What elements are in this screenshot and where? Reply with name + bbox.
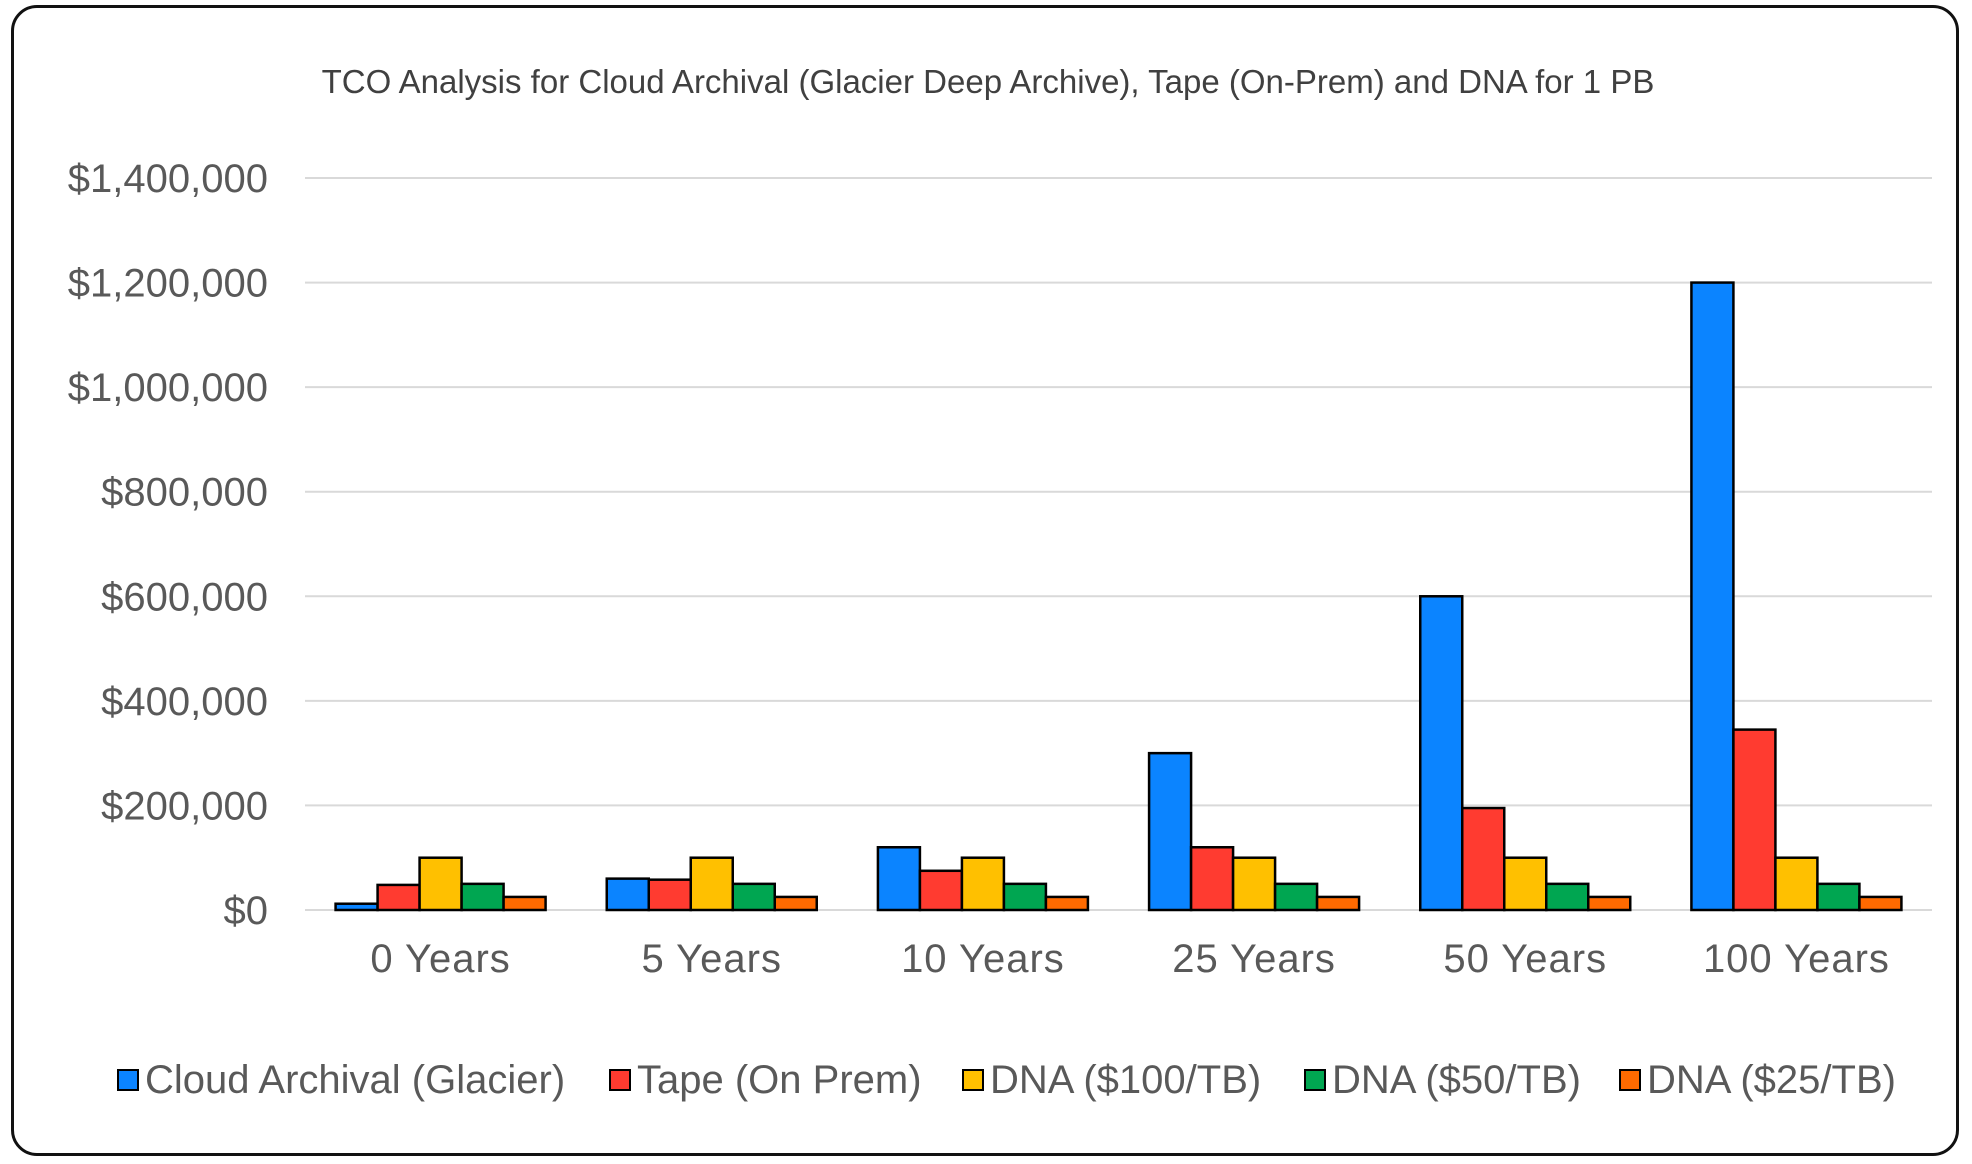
bar-tape-on-prem-2 (918, 869, 964, 912)
legend: Cloud Archival (Glacier) Tape (On Prem) DN… (117, 1058, 1896, 1102)
bar-tape-on-prem-0 (376, 883, 421, 912)
bar-dna-50-tb-2 (1002, 882, 1048, 912)
bar-dna-50-tb-4 (1545, 882, 1590, 912)
bar-dna-25-tb-1 (773, 895, 818, 912)
legend-swatch (1619, 1069, 1641, 1091)
bar-dna-100-tb-5 (1774, 856, 1819, 912)
y-tick-label: $800,000 (101, 471, 268, 515)
bar-dna-50-tb-0 (460, 882, 505, 912)
bar-dna-50-tb-5 (1816, 882, 1861, 912)
bar-tape-on-prem-3 (1189, 846, 1235, 912)
y-axis-ticks: $0 $200,000 $400,000 $600,000 $800,000 $1,000… (68, 157, 268, 933)
legend-label: Tape (On Prem) (637, 1058, 922, 1102)
legend-swatch (1304, 1069, 1326, 1091)
chart-frame (11, 5, 1959, 1156)
chart-title: TCO Analysis for Cloud Archival (Glacier… (322, 63, 1655, 100)
x-tick-label: 10 Years (901, 937, 1065, 981)
bar-tape-on-prem-4 (1461, 806, 1506, 912)
bar-dna-100-tb-1 (689, 856, 734, 912)
y-tick-label: $400,000 (101, 680, 268, 724)
bar-dna-25-tb-5 (1858, 895, 1903, 912)
bar-cloud-archival-glacier-2 (876, 846, 922, 912)
bar-cloud-archival-glacier-0 (334, 902, 379, 912)
bar-dna-50-tb-1 (731, 882, 776, 912)
x-axis-ticks: 0 Years 5 Years 10 Years 25 Years 50 Years 10… (370, 937, 1890, 981)
bar-dna-100-tb-3 (1231, 856, 1277, 912)
legend-label: DNA ($25/TB) (1647, 1058, 1896, 1102)
legend-swatch (962, 1069, 984, 1091)
bar-dna-100-tb-4 (1503, 856, 1548, 912)
bar-dna-100-tb-0 (418, 856, 463, 912)
bar-dna-25-tb-4 (1587, 895, 1632, 912)
bar-cloud-archival-glacier-1 (605, 877, 650, 912)
bar-cloud-archival-glacier-5 (1690, 281, 1735, 912)
bar-cloud-archival-glacier-3 (1147, 751, 1193, 912)
y-tick-label: $600,000 (101, 575, 268, 619)
legend-label: DNA ($100/TB) (990, 1058, 1261, 1102)
legend-swatch (609, 1069, 631, 1091)
legend-label: DNA ($50/TB) (1332, 1058, 1581, 1102)
x-tick-label: 25 Years (1172, 937, 1336, 981)
bar-dna-25-tb-3 (1315, 895, 1361, 912)
y-tick-label: $1,200,000 (68, 262, 268, 306)
bar-dna-50-tb-3 (1273, 882, 1319, 912)
y-tick-label: $0 (224, 889, 269, 933)
bar-dna-100-tb-2 (960, 856, 1006, 912)
bar-dna-25-tb-0 (502, 895, 547, 912)
x-tick-label: 100 Years (1703, 937, 1890, 981)
x-tick-label: 5 Years (642, 937, 782, 981)
bars (334, 281, 1903, 912)
bar-dna-25-tb-2 (1044, 895, 1090, 912)
x-tick-label: 0 Years (370, 937, 510, 981)
x-tick-label: 50 Years (1443, 937, 1607, 981)
y-tick-label: $1,400,000 (68, 157, 268, 201)
y-tick-label: $1,000,000 (68, 366, 268, 410)
bar-cloud-archival-glacier-4 (1419, 595, 1464, 912)
legend-swatch (117, 1069, 139, 1091)
gridlines (305, 177, 1932, 911)
bar-tape-on-prem-5 (1732, 728, 1777, 912)
bar-tape-on-prem-1 (647, 878, 692, 912)
legend-label: Cloud Archival (Glacier) (145, 1058, 565, 1102)
y-tick-label: $200,000 (101, 784, 268, 828)
